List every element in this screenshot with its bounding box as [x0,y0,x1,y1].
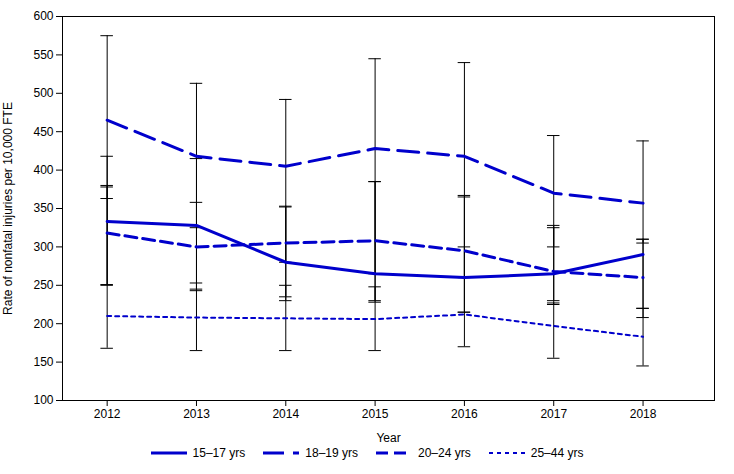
svg-text:500: 500 [33,86,53,100]
svg-text:150: 150 [33,355,53,369]
svg-text:2014: 2014 [272,407,299,421]
svg-text:2012: 2012 [94,407,121,421]
svg-text:600: 600 [33,9,53,23]
svg-text:2018: 2018 [630,407,657,421]
html-text:15–17 yrs: 15–17 yrs [192,446,246,460]
svg-text:300: 300 [33,240,53,254]
svg-text:550: 550 [33,48,53,62]
svg-text:2013: 2013 [183,407,210,421]
svg-text:450: 450 [33,125,53,139]
svg-text:100: 100 [33,393,53,407]
svg-text:Year: Year [376,431,400,445]
svg-text:200: 200 [33,317,53,331]
html-text:25–44 yrs: 25–44 yrs [530,446,584,460]
html-text:20–24 yrs: 20–24 yrs [418,446,471,460]
svg-text:250: 250 [33,278,53,292]
svg-text:2015: 2015 [362,407,389,421]
svg-text:Rate of nonfatal injuries per: Rate of nonfatal injuries per 10,000 FTE [1,102,15,315]
svg-text:2017: 2017 [540,407,567,421]
html-text:18–19 yrs: 18–19 yrs [305,446,358,460]
svg-text:350: 350 [33,201,53,215]
svg-text:2016: 2016 [451,407,478,421]
svg-text:400: 400 [33,163,53,177]
